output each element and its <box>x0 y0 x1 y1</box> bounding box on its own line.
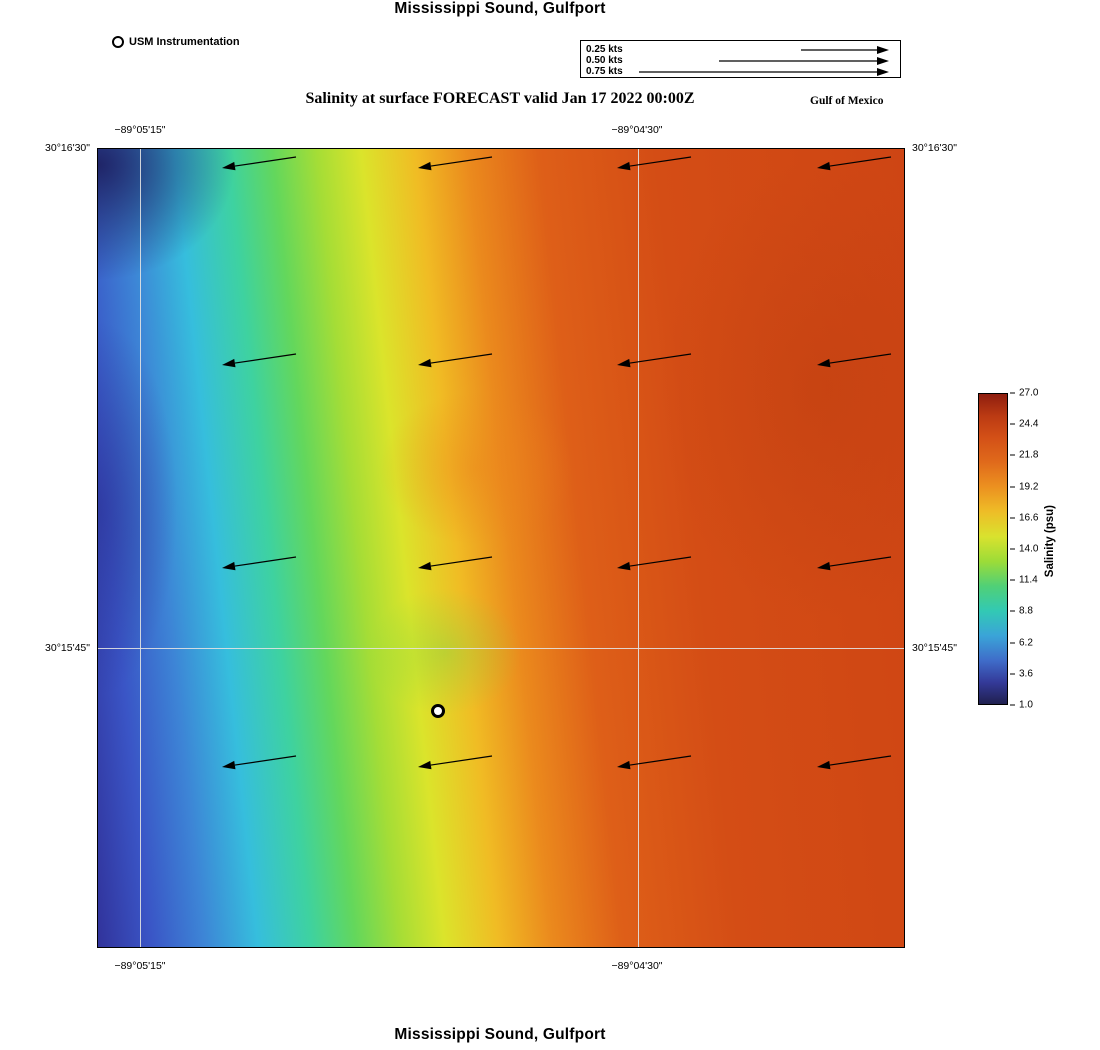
velocity-scale-legend: 0.25 kts 0.50 kts 0.75 kts <box>580 40 901 78</box>
lat-label-left-south: 30°15'45" <box>45 642 90 654</box>
gridline <box>638 149 639 947</box>
colorbar-tick: 3.6 <box>1010 668 1033 679</box>
gridline <box>98 648 904 649</box>
lon-label-top-west: −89°05'15" <box>114 124 166 136</box>
vector-field-svg <box>222 156 892 770</box>
colorbar-tick: 14.0 <box>1010 544 1038 555</box>
velocity-scale-label: 0.25 kts <box>586 44 623 55</box>
station-marker <box>431 704 445 718</box>
station-marker-icon <box>112 36 124 48</box>
colorbar-tick: 11.4 <box>1010 575 1038 586</box>
colorbar-tick-rail: 27.0 24.4 21.8 19.2 16.6 14.0 11.4 8.8 6.2 3.6 1.0 <box>1010 388 1080 711</box>
velocity-scale-label: 0.75 kts <box>586 66 623 77</box>
map-plot <box>97 148 905 948</box>
lon-label-top-east: −89°04'30" <box>611 124 663 136</box>
lon-label-bottom-west: −89°05'15" <box>114 960 166 972</box>
page-title: Mississippi Sound, Gulfport <box>394 0 606 17</box>
colorbar-tick: 8.8 <box>1010 606 1033 617</box>
lat-label-left-north: 30°16'30" <box>45 142 90 154</box>
velocity-legend-svg <box>639 46 889 76</box>
region-label: Gulf of Mexico <box>810 95 884 107</box>
colorbar-tick: 19.2 <box>1010 481 1038 492</box>
colorbar-tick: 16.6 <box>1010 512 1038 523</box>
colorbar-tick: 1.0 <box>1010 700 1033 711</box>
lon-label-bottom-east: −89°04'30" <box>611 960 663 972</box>
velocity-scale-label: 0.50 kts <box>586 55 623 66</box>
colorbar: 27.0 24.4 21.8 19.2 16.6 14.0 11.4 8.8 6.2 3.6 1.0 <box>978 388 1098 711</box>
colorbar-tick: 27.0 <box>1010 388 1038 399</box>
colorbar-tick: 21.8 <box>1010 450 1038 461</box>
colorbar-axis-label: Salinity (psu) <box>1044 505 1056 578</box>
gridline <box>140 149 141 947</box>
forecast-subtitle: Salinity at surface FORECAST valid Jan 1… <box>305 90 695 107</box>
footer-title: Mississippi Sound, Gulfport <box>394 1026 606 1043</box>
colorbar-tick: 24.4 <box>1010 419 1038 430</box>
colorbar-gradient <box>978 393 1008 705</box>
salinity-field <box>98 149 904 947</box>
colorbar-tick: 6.2 <box>1010 637 1033 648</box>
instrumentation-legend: USM Instrumentation <box>112 36 240 48</box>
instrumentation-label: USM Instrumentation <box>129 36 240 48</box>
lat-label-right-north: 30°16'30" <box>912 142 957 154</box>
lat-label-right-south: 30°15'45" <box>912 642 957 654</box>
